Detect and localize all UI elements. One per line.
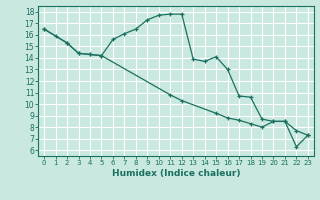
X-axis label: Humidex (Indice chaleur): Humidex (Indice chaleur): [112, 169, 240, 178]
